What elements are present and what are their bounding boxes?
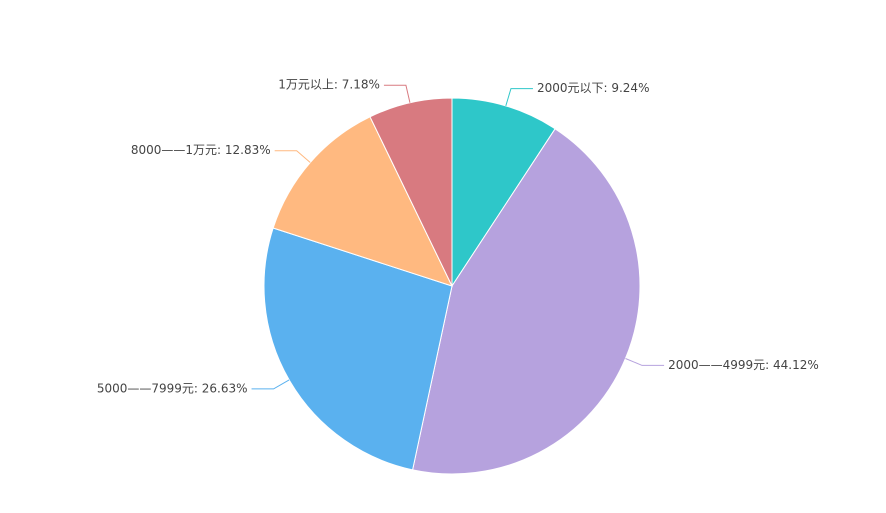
- leader-line: [505, 88, 533, 107]
- leader-line: [383, 84, 411, 103]
- pie-slice: [272, 116, 453, 287]
- leader-line: [251, 379, 290, 390]
- slice-label: 5000——7999元: 26.63%: [97, 381, 248, 395]
- leader-line: [274, 150, 311, 163]
- pie-slice: [369, 97, 453, 287]
- slice-label: 1万元以上: 7.18%: [278, 78, 380, 92]
- slice-label: 2000——4999元: 44.12%: [668, 358, 819, 372]
- leader-line: [625, 358, 665, 366]
- slice-label: 2000元以下: 9.24%: [537, 81, 650, 95]
- slice-label: 8000——1万元: 12.83%: [131, 143, 271, 157]
- pie-slice: [263, 227, 453, 471]
